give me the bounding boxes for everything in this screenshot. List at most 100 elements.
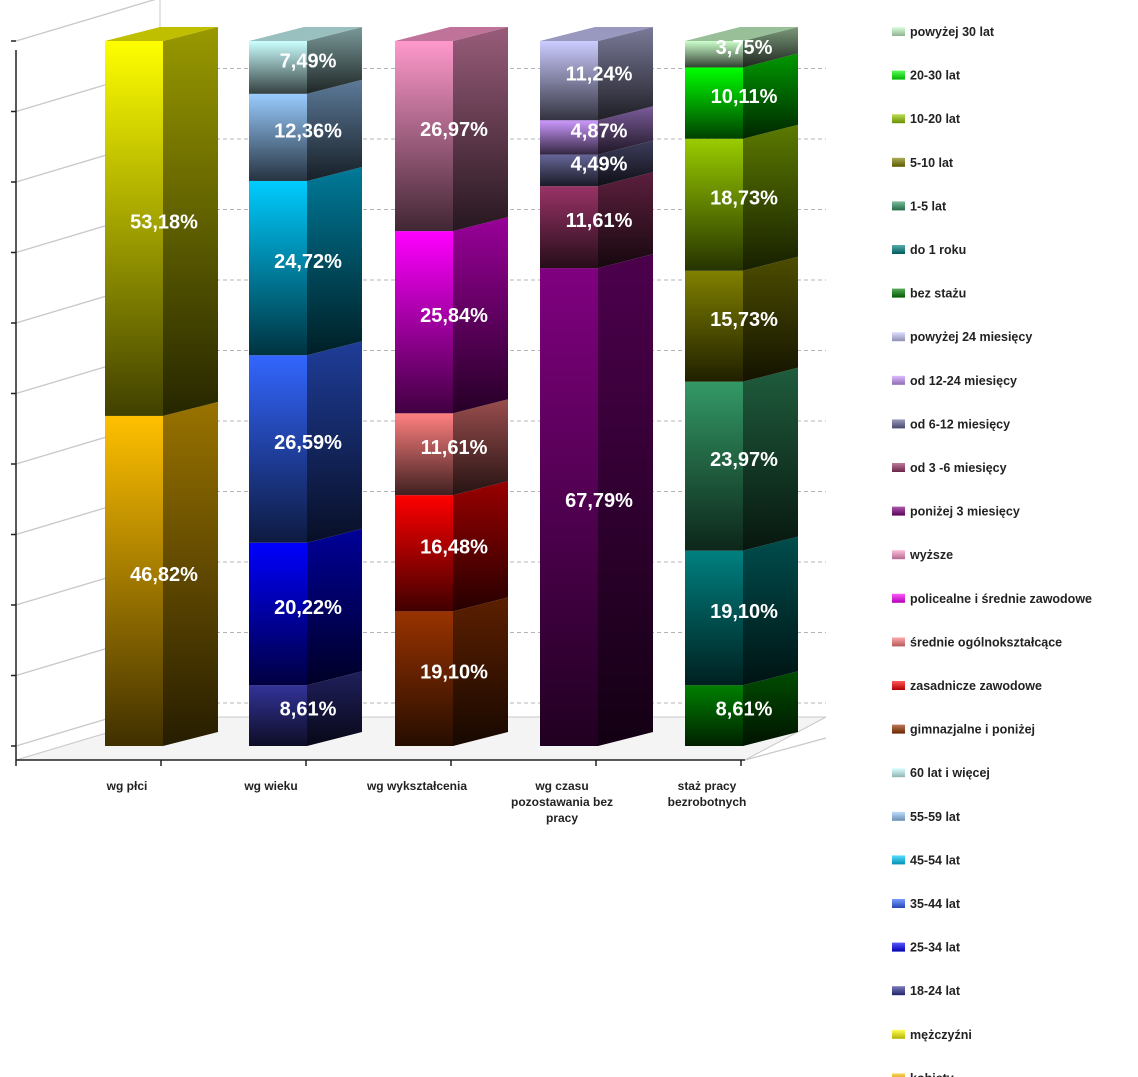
bar-segment[interactable]: 20,22% (249, 528, 362, 686)
legend-swatch (892, 506, 905, 516)
bar-front (685, 138, 743, 271)
bar-segment[interactable]: 25,84% (395, 217, 508, 414)
bar-segment[interactable]: 46,82% (105, 401, 218, 746)
bar-front (540, 120, 598, 155)
bar-segment[interactable]: 19,10% (685, 536, 798, 686)
bar-front (540, 41, 598, 121)
legend-label: powyżej 30 lat (910, 25, 995, 39)
bar-side (743, 367, 798, 551)
bar-segment[interactable]: 11,24% (540, 27, 653, 121)
bar-segment[interactable]: 18,73% (685, 124, 798, 271)
legend-item[interactable]: powyżej 30 lat (892, 25, 995, 39)
legend-label: wyższe (909, 548, 953, 562)
bar-segment[interactable]: 7,49% (249, 27, 362, 94)
legend-label: kobiety (910, 1071, 954, 1077)
legend-swatch (892, 70, 905, 80)
legend-swatch (892, 986, 905, 996)
data-label: 4,87% (571, 120, 628, 142)
legend-swatch (892, 855, 905, 865)
bar-segment[interactable]: 12,36% (249, 79, 362, 181)
legend-swatch (892, 942, 905, 952)
bar-segment[interactable]: 11,61% (395, 399, 508, 496)
bar-side (307, 671, 362, 746)
bar-segment[interactable]: 26,97% (395, 27, 508, 232)
legend-swatch (892, 114, 905, 124)
legend-item[interactable]: od 3 -6 miesięcy (892, 461, 1007, 475)
legend-swatch (892, 768, 905, 778)
legend-label: 60 lat i więcej (910, 766, 990, 780)
bar-front (685, 270, 743, 382)
legend[interactable]: powyżej 30 lat 20-30 lat 10-20 lat 5-10 lat… (892, 25, 1092, 1077)
bar-segment[interactable]: 4,87% (540, 106, 653, 155)
bar-side (743, 536, 798, 686)
bar-side (598, 140, 653, 187)
legend-item[interactable]: do 1 roku (892, 243, 966, 257)
legend-swatch (892, 899, 905, 908)
bar-segment[interactable]: 8,61% (249, 671, 362, 746)
bar-segment[interactable]: 4,49% (540, 140, 653, 187)
bar-front (249, 355, 307, 543)
legend-swatch (892, 811, 905, 821)
legend-item[interactable]: powyżej 24 miesięcy (892, 330, 1032, 344)
bar-side (307, 79, 362, 181)
bar-segment[interactable]: 8,61% (685, 671, 798, 746)
legend-item[interactable]: 10-20 lat (892, 112, 961, 126)
bar-side (453, 597, 508, 746)
bar-segment[interactable]: 10,11% (685, 53, 798, 139)
legend-label: średnie ogólnokształcące (910, 635, 1062, 649)
bar-segment[interactable]: 23,97% (685, 367, 798, 551)
legend-item[interactable]: 35-44 lat (892, 897, 961, 911)
bar-segment[interactable]: 53,18% (105, 27, 218, 416)
legend-item[interactable]: wyższe (892, 548, 953, 562)
legend-item[interactable]: 55-59 lat (892, 810, 961, 824)
legend-item[interactable]: poniżej 3 miesięcy (892, 505, 1020, 519)
legend-item[interactable]: 45-54 lat (892, 853, 961, 867)
gridline-side (15, 0, 156, 42)
legend-item[interactable]: od 12-24 miesięcy (892, 374, 1017, 388)
bar-segment[interactable]: 19,10% (395, 597, 508, 746)
legend-item[interactable]: bez stażu (892, 287, 966, 301)
legend-item[interactable]: 25-34 lat (892, 941, 961, 955)
bar-side (163, 401, 218, 746)
bar-segment[interactable]: 16,48% (395, 481, 508, 612)
data-label: 11,24% (566, 64, 633, 86)
legend-item[interactable]: kobiety (892, 1071, 954, 1077)
bar-segment[interactable]: 11,61% (540, 172, 653, 269)
legend-item[interactable]: mężczyźni (892, 1028, 972, 1042)
legend-item[interactable]: zasadnicze zawodowe (892, 679, 1042, 693)
legend-label: mężczyźni (910, 1028, 972, 1042)
legend-label: od 6-12 miesięcy (910, 417, 1010, 431)
data-label: 19,10% (710, 601, 778, 623)
legend-item[interactable]: 20-30 lat (892, 69, 961, 83)
bar-front (685, 550, 743, 686)
legend-label: do 1 roku (910, 243, 966, 257)
data-label: 15,73% (710, 309, 778, 331)
category-label: wg wieku (243, 779, 297, 793)
legend-item[interactable]: średnie ogólnokształcące (892, 635, 1062, 649)
bar-side (743, 27, 798, 68)
legend-swatch (892, 593, 905, 603)
legend-swatch (892, 157, 905, 167)
axes (11, 40, 745, 766)
legend-swatch (892, 288, 905, 298)
bar-segment[interactable]: 24,72% (249, 166, 362, 356)
legend-item[interactable]: policealne i średnie zawodowe (892, 592, 1092, 606)
legend-item[interactable]: 5-10 lat (892, 156, 954, 170)
bar-side (307, 166, 362, 356)
bar-front (395, 611, 453, 746)
legend-item[interactable]: gimnazjalne i poniżej (892, 723, 1035, 737)
category-label: wg płci (106, 779, 148, 793)
bar-segment[interactable]: 26,59% (249, 341, 362, 543)
legend-item[interactable]: 18-24 lat (892, 984, 961, 998)
legend-swatch (892, 1029, 905, 1039)
legend-item[interactable]: 60 lat i więcej (892, 766, 990, 780)
bar-segment[interactable]: 67,79% (540, 254, 653, 746)
bar-segment[interactable]: 15,73% (685, 256, 798, 382)
legend-item[interactable]: od 6-12 miesięcy (892, 417, 1010, 431)
legend-swatch (892, 724, 905, 734)
legend-label: 45-54 lat (910, 853, 961, 867)
legend-swatch (892, 463, 905, 472)
bar-segment[interactable]: 3,75% (685, 27, 798, 68)
bar-side (743, 53, 798, 139)
legend-item[interactable]: 1-5 lat (892, 199, 947, 213)
